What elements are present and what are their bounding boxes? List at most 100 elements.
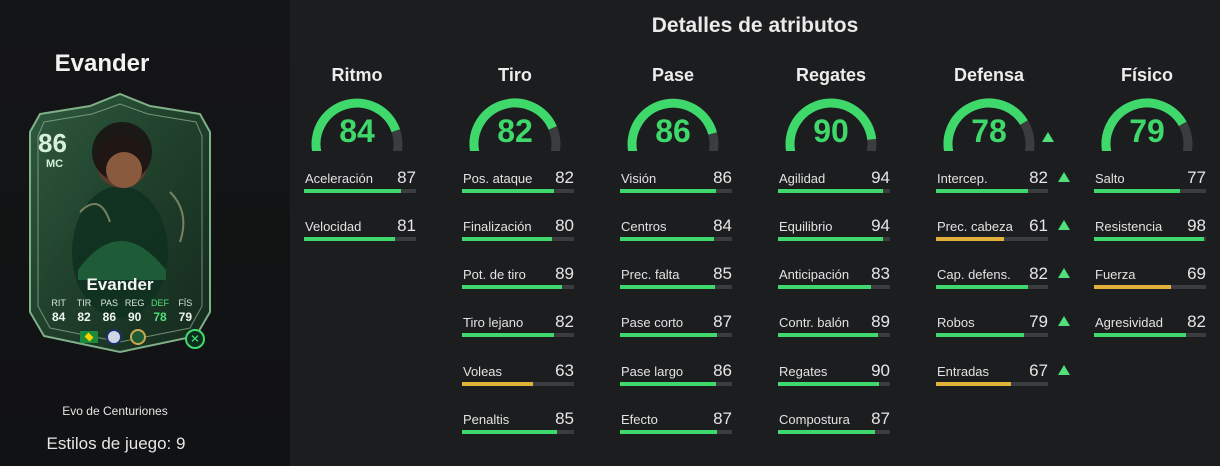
gauge-fill xyxy=(627,98,717,151)
stat-bar-fill xyxy=(620,382,717,386)
stat-value: 85 xyxy=(555,409,574,428)
stat-value: 81 xyxy=(397,216,416,235)
stat-bar-fill xyxy=(620,285,716,289)
stat-row: Robos 79 xyxy=(936,312,1070,339)
stat-row: Anticipación 83 xyxy=(778,264,890,291)
stat-value: 87 xyxy=(713,409,732,428)
stat-name: Visión xyxy=(621,171,657,186)
stat-name: Efecto xyxy=(621,412,658,427)
card-stat-label: REG xyxy=(124,298,145,308)
stat-bar xyxy=(1094,285,1206,289)
stat-row: Prec. cabeza 61 xyxy=(936,216,1070,243)
stat-value: 82 xyxy=(1029,264,1048,283)
stat-bar-fill xyxy=(462,189,554,193)
card-stat-value: 82 xyxy=(77,310,91,324)
stat-bar xyxy=(778,285,890,289)
stat-bar xyxy=(620,430,732,434)
stat-value: 90 xyxy=(871,361,890,380)
stat-bar-fill xyxy=(620,189,717,193)
stat-bar xyxy=(462,333,574,337)
card-stat-label: FÍS xyxy=(178,298,193,308)
stat-value: 89 xyxy=(555,264,574,283)
card-stat-label: DEF xyxy=(150,298,169,308)
evolution-label: Evo de Centuriones xyxy=(62,404,168,418)
playstyles-label: Estilos de juego: 9 xyxy=(46,434,186,453)
stat-row: Regates 90 xyxy=(778,361,890,388)
league-badge-icon xyxy=(106,329,122,345)
stat-bar xyxy=(1094,237,1206,241)
stat-bar-fill xyxy=(1094,189,1181,193)
attributes-title: Detalles de atributos xyxy=(651,14,859,37)
attribute-column: Ritmo 84 Aceleración 87 Velocidad 81 xyxy=(292,0,416,466)
stat-bar xyxy=(462,189,574,193)
gauge-fill xyxy=(785,98,877,151)
stat-bar-fill xyxy=(936,189,1028,193)
category-gauge xyxy=(311,98,403,151)
player-name: Evander xyxy=(54,50,150,77)
stat-value: 82 xyxy=(555,168,574,187)
card-badges xyxy=(80,329,146,345)
upgrade-arrow-icon xyxy=(1058,268,1070,278)
upgrade-arrow-icon xyxy=(1058,316,1070,326)
stat-value: 87 xyxy=(397,168,416,187)
stat-value: 82 xyxy=(1187,312,1206,331)
stat-value: 79 xyxy=(1029,312,1048,331)
stat-row: Compostura 87 xyxy=(778,409,890,436)
stat-bar xyxy=(778,382,890,386)
stat-value: 94 xyxy=(871,216,890,235)
gauge-fill xyxy=(943,98,1028,151)
category-name: Pase xyxy=(651,65,695,85)
stat-row: Pos. ataque 82 xyxy=(462,168,574,195)
stat-name: Agilidad xyxy=(779,171,826,186)
stat-name: Finalización xyxy=(463,219,532,234)
stat-bar-fill xyxy=(462,430,558,434)
stat-value: 87 xyxy=(713,312,732,331)
category-gauge xyxy=(627,98,719,151)
player-panel: Evander 86 MC Evander RIT TIR xyxy=(0,0,290,466)
stat-bar-fill xyxy=(620,333,718,337)
evolution-icon: ⨯ xyxy=(185,329,205,349)
category-value: 86 xyxy=(655,113,691,149)
stat-value: 86 xyxy=(713,361,732,380)
stat-row: Intercep. 82 xyxy=(936,168,1070,195)
gauge-fill xyxy=(469,98,557,151)
category-gauge xyxy=(1101,98,1193,151)
stat-value: 77 xyxy=(1187,168,1206,187)
stat-name: Centros xyxy=(621,219,667,234)
stat-name: Fuerza xyxy=(1095,267,1136,282)
stat-name: Prec. falta xyxy=(621,267,680,282)
stat-bar-fill xyxy=(936,237,1005,241)
category-name: Tiro xyxy=(498,65,532,85)
attribute-column: Defensa 78 Intercep. 82 Prec. cabeza 61 Cap. d… xyxy=(924,0,1070,466)
club-badge-icon xyxy=(130,329,146,345)
card-stat-value: 78 xyxy=(153,310,167,324)
stat-bar-fill xyxy=(620,430,718,434)
category-gauge xyxy=(785,98,877,151)
category-name: Regates xyxy=(795,65,867,85)
stat-name: Regates xyxy=(779,364,828,379)
card-stat-value: 86 xyxy=(102,310,116,324)
stat-bar xyxy=(620,285,732,289)
card-frame xyxy=(29,92,211,354)
stat-name: Velocidad xyxy=(305,219,362,234)
gauge-fill xyxy=(1101,98,1187,151)
stat-bar-fill xyxy=(304,189,402,193)
stat-name: Equilibrio xyxy=(779,219,833,234)
stat-row: Agresividad 82 xyxy=(1094,312,1206,339)
stat-value: 80 xyxy=(555,216,574,235)
stat-bar xyxy=(936,382,1048,386)
player-card[interactable]: 86 MC Evander RIT TIR PAS REG DEF FÍS 84… xyxy=(20,92,220,354)
stat-name: Pase largo xyxy=(621,364,684,379)
card-rating: 86 xyxy=(38,128,67,158)
attribute-column: Regates 90 Agilidad 94 Equilibrio 94 Anticipac… xyxy=(766,0,890,466)
stat-bar-fill xyxy=(936,285,1028,289)
stat-row: Visión 86 xyxy=(620,168,732,195)
stat-name: Pos. ataque xyxy=(463,171,533,186)
nation-flag-icon xyxy=(80,331,98,343)
stat-bar xyxy=(778,430,890,434)
stat-value: 94 xyxy=(871,168,890,187)
stat-bar-fill xyxy=(304,237,395,241)
stat-bar xyxy=(620,382,732,386)
upgrade-arrow-icon xyxy=(1058,172,1070,182)
stat-name: Compostura xyxy=(779,412,850,427)
